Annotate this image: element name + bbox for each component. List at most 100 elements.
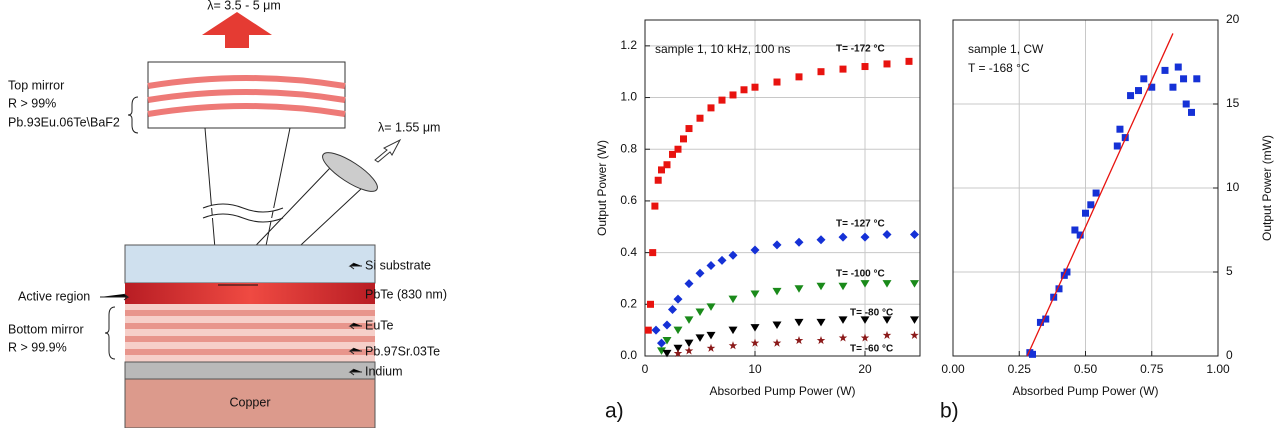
layer-pointers [100,262,362,376]
annotation: sample 1, CW [968,42,1044,56]
x-tick-label: 0 [642,362,649,376]
point [695,308,705,317]
point [740,86,748,94]
y-axis-label: Output Power (W) [595,140,609,236]
pump-arrow [374,138,402,163]
point [696,114,704,122]
point [662,336,672,345]
point [673,344,683,353]
point [658,166,665,174]
point [773,78,781,86]
y-tick-label: 0.0 [620,348,637,362]
point [654,176,662,184]
point [684,279,694,289]
point [1161,66,1169,74]
point [729,91,737,99]
annotation: T = -168 °C [968,61,1030,75]
brace [127,96,139,134]
bottom-mirror-label: Bottom mirror [8,322,84,336]
point [883,60,891,68]
point [684,339,694,348]
y-tick-label: 20 [1226,12,1240,26]
point [910,230,919,240]
mirror-stripes [147,75,346,117]
point [772,287,782,296]
point [718,96,726,104]
x-tick-label: 0.00 [941,362,965,376]
x-tick-label: 10 [748,362,762,376]
point [795,73,803,81]
point [685,125,693,133]
point [882,280,892,288]
copper-label: Copper [230,395,271,409]
eute-label: EuTe [365,318,394,332]
y-tick-label: 0.2 [620,296,637,310]
y-tick-label: 10 [1226,180,1240,194]
point [674,145,682,153]
x-tick-label: 0.50 [1074,362,1098,376]
point [817,68,825,76]
x-tick-label: 20 [858,362,872,376]
y-tick-label: 1.2 [620,38,637,52]
point [662,320,672,330]
pump-label: λ= 1.55 μm [378,120,440,134]
point [1182,100,1190,108]
plot-area [645,20,920,356]
x-tick-label: 1.00 [1206,362,1230,376]
point [1140,75,1148,83]
point [838,282,848,291]
point [684,316,694,324]
point [882,330,892,339]
point [750,338,760,347]
active-layer-label: PbTe (830 nm) [365,287,447,301]
point [860,232,870,242]
point [663,161,671,169]
point [669,150,676,158]
y-tick-label: 0 [1226,348,1233,362]
emission-arrow [202,12,272,48]
point [816,235,826,245]
panel-label: b) [940,400,959,423]
fit-line [1026,33,1174,357]
point [794,318,804,327]
point [750,245,760,255]
series-label: T= -60 °C [850,344,893,355]
point [794,285,804,293]
point [1071,226,1079,234]
point [657,338,666,348]
point [751,83,759,91]
point [1113,142,1121,150]
point [860,333,870,342]
point [717,255,727,265]
top-mirror-material: Pb.93Eu.06Te\BaF2 [8,115,120,129]
point [1135,87,1142,95]
point [728,250,738,260]
point [910,316,919,324]
annotation: sample 1, 10 kHz, 100 ns [655,42,790,56]
point [838,316,848,324]
plot-frame [952,19,1219,357]
point [728,341,738,350]
x-tick-label: 0.25 [1008,362,1032,376]
point [1055,285,1063,293]
indium-label: Indium [365,364,403,378]
point [772,321,782,329]
point [816,318,826,327]
point [644,326,652,334]
top-mirror-r: R > 99% [8,96,56,110]
laser-diagram: λ= 3.5 - 5 μm Top mirror R > 99% Pb.93Eu… [8,0,447,428]
point [750,290,760,298]
point [695,268,705,278]
series-label: T= -172 °C [836,44,885,55]
point [750,324,760,332]
point [794,237,804,247]
y-tick-label: 1.0 [620,90,637,104]
point [838,333,848,342]
pump-lens [322,152,378,192]
point [707,104,715,112]
point [673,326,683,335]
point [816,282,826,291]
point [1174,63,1182,71]
point [882,230,892,240]
